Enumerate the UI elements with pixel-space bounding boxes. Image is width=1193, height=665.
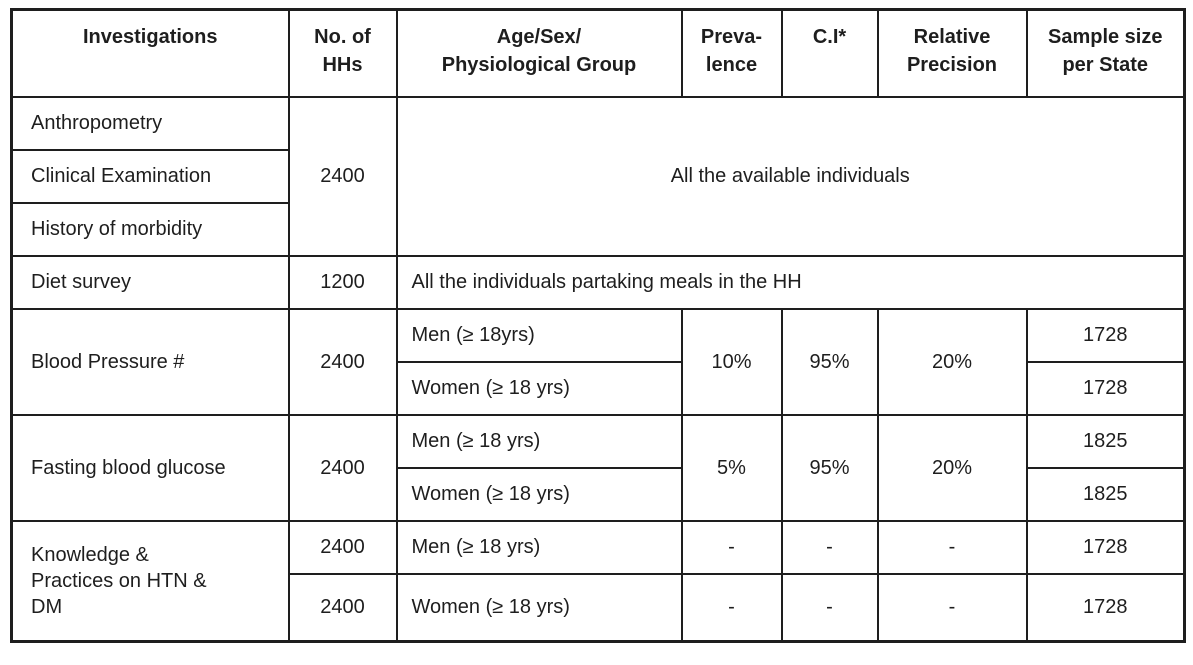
row-fasting-glucose-men: Fasting blood glucose 2400 Men (≥ 18 yrs…: [10, 413, 1186, 522]
cell-relative-precision-bp: 20%: [876, 307, 1028, 416]
cell-group-knowledge-men: Men (≥ 18 yrs): [395, 519, 683, 575]
cell-investigation-knowledge-htn-dm: Knowledge & Practices on HTN & DM: [10, 519, 290, 643]
header-age-sex-group: Age/Sex/ Physiological Group: [395, 8, 683, 98]
cell-note-all-available-individuals: All the available individuals: [395, 95, 1186, 257]
header-sample-size-per-state: Sample size per State: [1025, 8, 1186, 98]
cell-investigation-blood-pressure: Blood Pressure #: [10, 307, 290, 416]
row-blood-pressure-men: Blood Pressure # 2400 Men (≥ 18yrs) 10% …: [10, 307, 1186, 416]
cell-investigation-anthropometry: Anthropometry: [10, 95, 290, 151]
cell-group-fbg-men: Men (≥ 18 yrs): [395, 413, 683, 469]
cell-hhs-knowledge-men: 2400: [287, 519, 398, 575]
row-diet-survey: Diet survey 1200 All the individuals par…: [10, 254, 1186, 310]
row-fasting-glucose-women: Women (≥ 18 yrs) 1825: [12, 466, 1186, 522]
cell-sample-fbg-women: 1825: [1025, 466, 1186, 522]
cell-prevalence-knowledge-women: -: [680, 572, 783, 643]
cell-group-bp-men: Men (≥ 18yrs): [395, 307, 683, 363]
cell-sample-knowledge-women: 1728: [1025, 572, 1186, 643]
cell-sample-bp-men: 1728: [1025, 307, 1186, 363]
cell-hhs-knowledge-women: 2400: [287, 572, 398, 643]
cell-hhs-blood-pressure: 2400: [287, 307, 398, 416]
header-relative-precision: Relative Precision: [876, 8, 1028, 98]
row-history-of-morbidity: History of morbidity: [10, 201, 1185, 257]
header-no-of-hhs: No. of HHs: [287, 8, 398, 98]
cell-hhs-fasting-glucose: 2400: [287, 413, 398, 522]
header-row: Investigations No. of HHs Age/Sex/ Physi…: [10, 8, 1186, 98]
row-knowledge-women: 2400 Women (≥ 18 yrs) - - - 1728: [12, 572, 1186, 643]
cell-hhs-diet-survey: 1200: [287, 254, 398, 310]
row-knowledge-men: Knowledge & Practices on HTN & DM 2400 M…: [10, 519, 1186, 643]
cell-relative-precision-fbg: 20%: [876, 413, 1028, 522]
cell-group-fbg-women: Women (≥ 18 yrs): [395, 466, 683, 522]
header-ci: C.I*: [780, 8, 879, 98]
header-prevalence: Preva- lence: [680, 8, 783, 98]
cell-relative-precision-knowledge-men: -: [876, 519, 1028, 575]
cell-investigation-diet-survey: Diet survey: [10, 254, 290, 310]
cell-prevalence-bp: 10%: [680, 307, 783, 416]
cell-prevalence-fbg: 5%: [680, 413, 783, 522]
cell-investigation-history-morbidity: History of morbidity: [10, 201, 290, 257]
cell-ci-fbg: 95%: [780, 413, 879, 522]
cell-ci-knowledge-men: -: [780, 519, 879, 575]
header-investigations: Investigations: [10, 8, 290, 98]
row-clinical-examination: Clinical Examination: [10, 148, 1185, 204]
cell-investigation-clinical-examination: Clinical Examination: [10, 148, 290, 204]
cell-prevalence-knowledge-men: -: [680, 519, 783, 575]
cell-note-diet-survey: All the individuals partaking meals in t…: [395, 254, 1186, 310]
cell-sample-knowledge-men: 1728: [1025, 519, 1186, 575]
cell-sample-bp-women: 1728: [1025, 360, 1186, 416]
cell-hhs-anthro-group: 2400: [287, 95, 398, 257]
row-blood-pressure-women: Women (≥ 18 yrs) 1728: [12, 360, 1186, 416]
cell-ci-bp: 95%: [780, 307, 879, 416]
row-anthropometry: Anthropometry 2400 All the available ind…: [10, 95, 1186, 257]
survey-sample-table: Investigations No. of HHs Age/Sex/ Physi…: [10, 8, 1186, 643]
cell-group-bp-women: Women (≥ 18 yrs): [395, 360, 683, 416]
cell-investigation-fasting-glucose: Fasting blood glucose: [10, 413, 290, 522]
cell-ci-knowledge-women: -: [780, 572, 879, 643]
cell-relative-precision-knowledge-women: -: [876, 572, 1028, 643]
cell-group-knowledge-women: Women (≥ 18 yrs): [395, 572, 683, 643]
cell-sample-fbg-men: 1825: [1025, 413, 1186, 469]
